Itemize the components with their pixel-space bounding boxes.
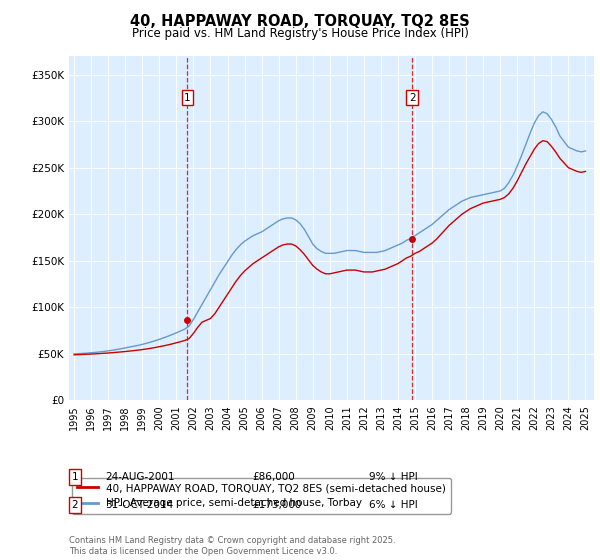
Text: 24-AUG-2001: 24-AUG-2001 [105, 472, 175, 482]
Text: Contains HM Land Registry data © Crown copyright and database right 2025.
This d: Contains HM Land Registry data © Crown c… [69, 536, 395, 556]
Text: 9% ↓ HPI: 9% ↓ HPI [369, 472, 418, 482]
Text: 40, HAPPAWAY ROAD, TORQUAY, TQ2 8ES: 40, HAPPAWAY ROAD, TORQUAY, TQ2 8ES [130, 14, 470, 29]
Text: 2: 2 [409, 93, 415, 103]
Text: Price paid vs. HM Land Registry's House Price Index (HPI): Price paid vs. HM Land Registry's House … [131, 27, 469, 40]
Text: £173,000: £173,000 [252, 500, 301, 510]
Text: 1: 1 [184, 93, 191, 103]
Text: £86,000: £86,000 [252, 472, 295, 482]
Text: 31-OCT-2014: 31-OCT-2014 [105, 500, 173, 510]
Text: 6% ↓ HPI: 6% ↓ HPI [369, 500, 418, 510]
Legend: 40, HAPPAWAY ROAD, TORQUAY, TQ2 8ES (semi-detached house), HPI: Average price, s: 40, HAPPAWAY ROAD, TORQUAY, TQ2 8ES (sem… [71, 478, 451, 514]
Text: 2: 2 [71, 500, 79, 510]
Text: 1: 1 [71, 472, 79, 482]
